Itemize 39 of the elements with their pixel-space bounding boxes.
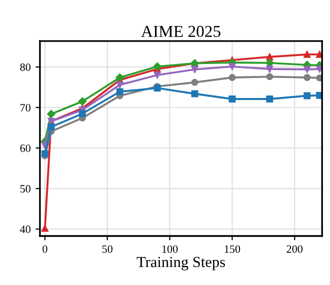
y-tick-label: 50	[20, 185, 30, 193]
point	[316, 66, 322, 72]
point	[228, 63, 236, 70]
point	[154, 72, 161, 79]
point	[316, 74, 322, 82]
point	[78, 110, 86, 118]
point	[47, 110, 56, 118]
chart-title: AIME 2025	[141, 26, 220, 38]
y-tick-label: 40	[20, 226, 30, 234]
point	[228, 96, 236, 102]
point	[304, 92, 311, 100]
point	[116, 81, 124, 88]
y-tick-label: 60	[20, 144, 30, 152]
x-tick-label: 0	[42, 245, 48, 253]
point	[78, 97, 87, 106]
point	[266, 96, 274, 102]
point	[116, 73, 124, 82]
point	[228, 74, 236, 81]
x-tick-label: 100	[162, 245, 178, 253]
point	[316, 50, 322, 58]
point	[153, 62, 162, 71]
point	[266, 73, 274, 80]
x-axis-title: Training Steps	[136, 256, 225, 270]
y-tick-label: 70	[20, 104, 30, 112]
point	[191, 78, 198, 86]
point	[304, 50, 311, 58]
point	[116, 88, 124, 96]
point	[48, 123, 55, 130]
y-tick-label: 80	[20, 63, 30, 71]
point	[304, 74, 311, 81]
x-tick-label: 200	[286, 245, 303, 253]
point	[191, 66, 198, 73]
point	[191, 90, 198, 98]
point	[266, 66, 274, 72]
x-tick-label: 150	[224, 245, 240, 253]
x-tick-label: 50	[102, 245, 112, 253]
point	[266, 53, 274, 60]
point	[41, 224, 48, 232]
point	[304, 66, 311, 73]
